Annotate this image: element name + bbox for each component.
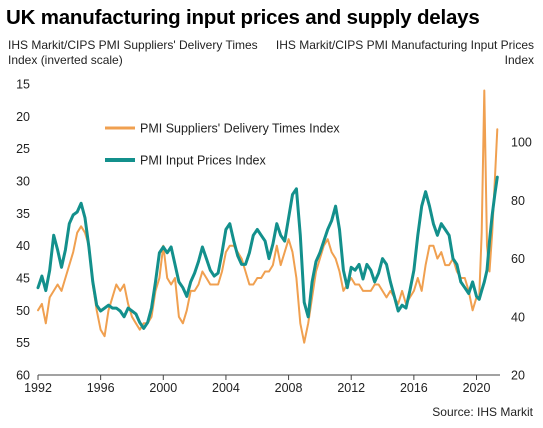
chart-title: UK manufacturing input prices and supply… xyxy=(6,6,480,29)
left-tick-label: 30 xyxy=(16,175,30,189)
left-tick-label: 15 xyxy=(16,78,30,92)
x-tick-label: 2004 xyxy=(212,381,240,395)
left-axis-ticks: 15 20 25 30 35 40 45 50 55 60 xyxy=(16,78,30,383)
x-tick-label: 2016 xyxy=(400,381,428,395)
right-axis-label: IHS Markit/CIPS PMI Manufacturing Input … xyxy=(275,38,534,67)
x-tick-label: 1992 xyxy=(24,381,52,395)
legend-label: PMI Input Prices Index xyxy=(140,154,267,168)
left-tick-label: 40 xyxy=(16,239,30,253)
left-axis-label: IHS Markit/CIPS PMI Suppliers' Delivery … xyxy=(8,38,258,67)
right-axis-ticks: 20 40 60 80 100 xyxy=(511,136,532,383)
x-tick-label: 2020 xyxy=(463,381,491,395)
source-note: Source: IHS Markit xyxy=(432,405,533,419)
left-tick-label: 50 xyxy=(16,304,30,318)
left-tick-label: 35 xyxy=(16,207,30,221)
left-tick-label: 25 xyxy=(16,142,30,156)
right-tick-label: 60 xyxy=(511,252,525,266)
legend: PMI Suppliers' Delivery Times Index PMI I… xyxy=(105,122,340,168)
x-tick-label: 2008 xyxy=(275,381,303,395)
left-tick-label: 55 xyxy=(16,336,30,350)
input-prices-series-line xyxy=(36,175,499,330)
legend-label: PMI Suppliers' Delivery Times Index xyxy=(140,122,340,136)
left-tick-label: 60 xyxy=(16,369,30,383)
series-layer xyxy=(36,89,499,344)
right-tick-label: 100 xyxy=(511,136,532,150)
right-tick-label: 40 xyxy=(511,310,525,324)
left-tick-label: 20 xyxy=(16,110,30,124)
x-tick-label: 2000 xyxy=(149,381,177,395)
right-tick-label: 80 xyxy=(511,194,525,208)
x-axis-ticks: 1992 1996 2000 2004 2008 2012 2016 2020 xyxy=(24,375,490,395)
x-tick-label: 2012 xyxy=(337,381,365,395)
x-tick-label: 1996 xyxy=(87,381,115,395)
delivery-times-series-line xyxy=(37,89,499,344)
right-tick-label: 20 xyxy=(511,369,525,383)
left-tick-label: 45 xyxy=(16,272,30,286)
